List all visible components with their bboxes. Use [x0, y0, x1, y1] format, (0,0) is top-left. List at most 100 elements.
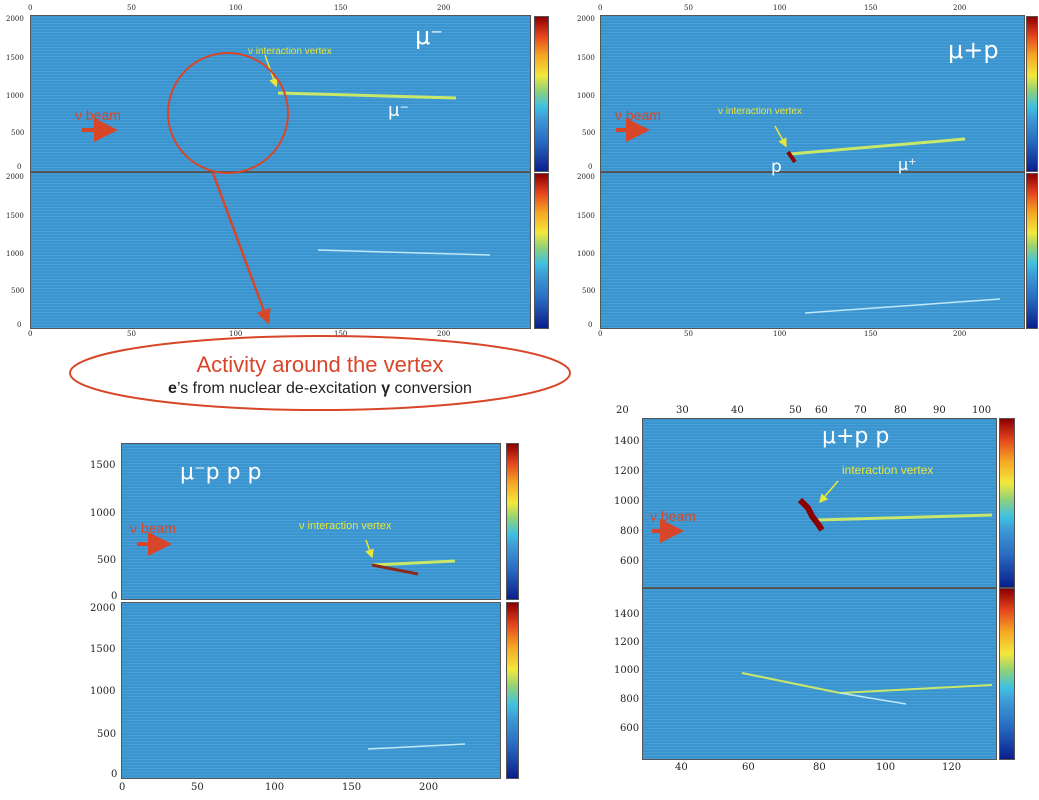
colorbar	[1026, 16, 1038, 172]
x-tick: 20	[616, 405, 629, 416]
y-tick: 800	[620, 526, 640, 537]
y-tick: 1000	[614, 665, 640, 676]
x-tick: 200	[437, 330, 451, 338]
particle-label: μ+p p	[822, 424, 890, 449]
x-tick: 40	[731, 405, 744, 416]
event-display-top	[121, 443, 501, 600]
y-tick: 2000	[90, 603, 116, 614]
x-tick: 0	[598, 4, 603, 12]
particle-label: μ⁻	[415, 22, 443, 50]
callout-ellipse	[69, 335, 571, 411]
x-tick: 100	[773, 330, 787, 338]
x-tick: 150	[864, 4, 878, 12]
x-tick: 70	[854, 405, 867, 416]
y-tick: 1500	[577, 212, 595, 220]
y-tick: 1500	[90, 644, 116, 655]
x-tick: 150	[864, 330, 878, 338]
y-tick: 1400	[614, 436, 640, 447]
vertex-arrow	[365, 539, 374, 559]
colorbar	[999, 588, 1015, 760]
colorbar	[534, 173, 549, 329]
y-tick: 1200	[614, 637, 640, 648]
y-tick: 2000	[6, 15, 24, 23]
x-tick: 60	[815, 405, 828, 416]
y-tick: 1000	[614, 496, 640, 507]
y-tick: 500	[582, 129, 596, 137]
muon-track-bottom	[367, 743, 466, 750]
y-tick: 800	[620, 694, 640, 705]
y-tick: 500	[97, 729, 117, 740]
y-tick: 600	[620, 556, 640, 567]
x-tick: 200	[419, 782, 439, 793]
x-tick: 200	[953, 330, 967, 338]
colorbar	[999, 418, 1015, 588]
event-display-bottom	[30, 172, 531, 329]
x-tick: 40	[675, 762, 688, 773]
y-tick: 1500	[6, 54, 24, 62]
x-tick: 100	[876, 762, 896, 773]
x-tick: 200	[953, 4, 967, 12]
vertex-label: ν interaction vertex	[248, 46, 332, 57]
y-tick: 1000	[90, 508, 116, 519]
vertex-label: ν interaction vertex	[718, 106, 802, 117]
x-tick: 100	[229, 330, 243, 338]
vertex-arrow	[819, 480, 839, 504]
y-tick: 0	[111, 769, 118, 780]
proton-label: p	[771, 157, 782, 177]
colorbar	[506, 443, 519, 600]
y-tick: 500	[97, 555, 117, 566]
y-tick: 1500	[90, 460, 116, 471]
y-tick: 600	[620, 723, 640, 734]
muon-track	[817, 513, 993, 522]
colorbar	[1026, 173, 1038, 329]
y-tick: 0	[17, 163, 22, 171]
proton-track	[786, 150, 797, 164]
x-tick: 80	[894, 405, 907, 416]
callout-sub-bold: e	[168, 380, 177, 397]
y-tick: 1000	[6, 250, 24, 258]
x-tick: 100	[972, 405, 992, 416]
x-tick: 80	[813, 762, 826, 773]
y-tick: 2000	[577, 15, 595, 23]
y-tick: 1000	[577, 92, 595, 100]
callout-subtitle: e’s from nuclear de-excitation γ convers…	[70, 380, 570, 398]
x-tick: 0	[28, 330, 33, 338]
y-tick: 1500	[6, 212, 24, 220]
proton-track-bottom	[839, 692, 907, 705]
callout-sub-end: conversion	[390, 380, 472, 397]
vertex-label: ν interaction vertex	[299, 520, 392, 532]
x-tick: 50	[684, 4, 693, 12]
x-tick: 0	[598, 330, 603, 338]
y-tick: 1200	[614, 466, 640, 477]
x-tick: 50	[684, 330, 693, 338]
x-tick: 60	[742, 762, 755, 773]
muon-label: μ⁺	[898, 155, 917, 174]
muon-track-bottom	[317, 249, 491, 256]
muon-track-bottom	[804, 298, 1001, 314]
particle-label: μ⁻p p p	[180, 460, 262, 485]
muon-track	[789, 137, 966, 156]
y-tick: 1000	[6, 92, 24, 100]
y-tick: 500	[582, 287, 596, 295]
y-tick: 1400	[614, 609, 640, 620]
x-tick: 150	[342, 782, 362, 793]
y-tick: 1500	[577, 54, 595, 62]
x-tick: 100	[229, 4, 243, 12]
event-display-top	[600, 15, 1025, 172]
y-tick: 500	[11, 287, 25, 295]
proton-track	[371, 563, 419, 576]
x-tick: 0	[119, 782, 126, 793]
x-tick: 100	[773, 4, 787, 12]
x-tick: 50	[127, 4, 136, 12]
x-tick: 120	[942, 762, 962, 773]
y-tick: 0	[111, 591, 118, 602]
vertex-arrow	[774, 125, 787, 148]
proton-track	[797, 497, 825, 532]
event-display-bottom	[121, 602, 501, 779]
y-tick: 1000	[90, 686, 116, 697]
muon-track	[371, 559, 456, 567]
x-tick: 100	[265, 782, 285, 793]
callout-title: Activity around the vertex	[196, 352, 444, 377]
x-tick: 50	[191, 782, 204, 793]
